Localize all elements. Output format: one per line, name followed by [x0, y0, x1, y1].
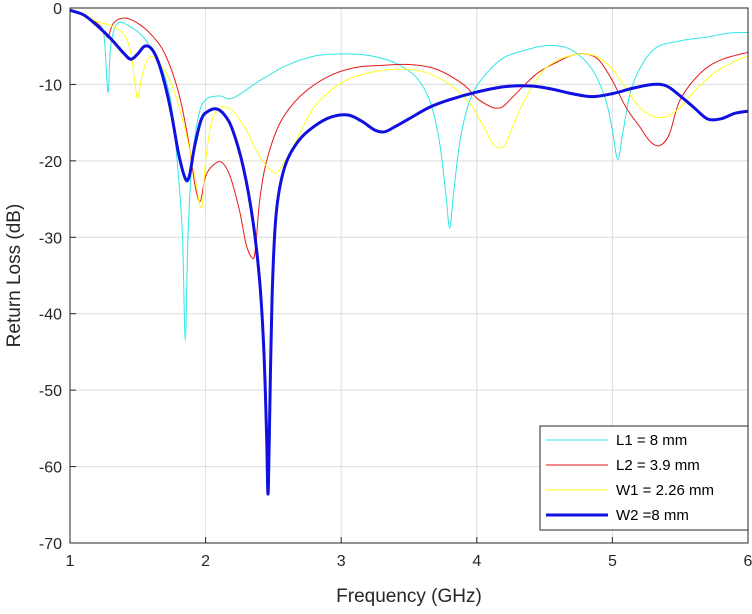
y-tick-label: 0 [53, 1, 62, 18]
series-line-4 [70, 8, 748, 496]
legend-label: W1 = 2.26 mm [616, 482, 714, 499]
y-axis-title: Return Loss (dB) [4, 204, 25, 348]
legend-label: L1 = 8 mm [616, 432, 687, 449]
x-tick-label: 3 [337, 553, 346, 570]
y-tick-label: -30 [39, 230, 62, 247]
series-group [70, 8, 748, 496]
y-tick-label: -50 [39, 383, 62, 400]
ticks: 1 2 3 4 5 6 0 -10 -20 -30 -40 -50 -60 -70 [39, 1, 752, 570]
legend-label: W2 =8 mm [616, 507, 689, 524]
legend: L1 = 8 mm L2 = 3.9 mm W1 = 2.26 mm W2 =8 mm [539, 425, 749, 531]
y-tick-label: -40 [39, 307, 62, 324]
axes-box [69, 7, 749, 544]
x-tick-label: 1 [66, 553, 75, 570]
series-line-3 [70, 9, 748, 209]
y-tick-label: -20 [39, 154, 62, 171]
y-tick-label: -70 [39, 536, 62, 553]
x-tick-label: 5 [608, 553, 617, 570]
legend-label: L2 = 3.9 mm [616, 457, 700, 474]
x-tick-label: 6 [744, 553, 752, 570]
x-tick-label: 4 [472, 553, 481, 570]
x-tick-label: 2 [201, 553, 210, 570]
y-tick-label: -10 [39, 77, 62, 94]
y-tick-label: -60 [39, 460, 62, 477]
x-axis-title: Frequency (GHz) [336, 586, 482, 607]
legend-box [539, 425, 749, 531]
series-line-2 [70, 9, 748, 260]
